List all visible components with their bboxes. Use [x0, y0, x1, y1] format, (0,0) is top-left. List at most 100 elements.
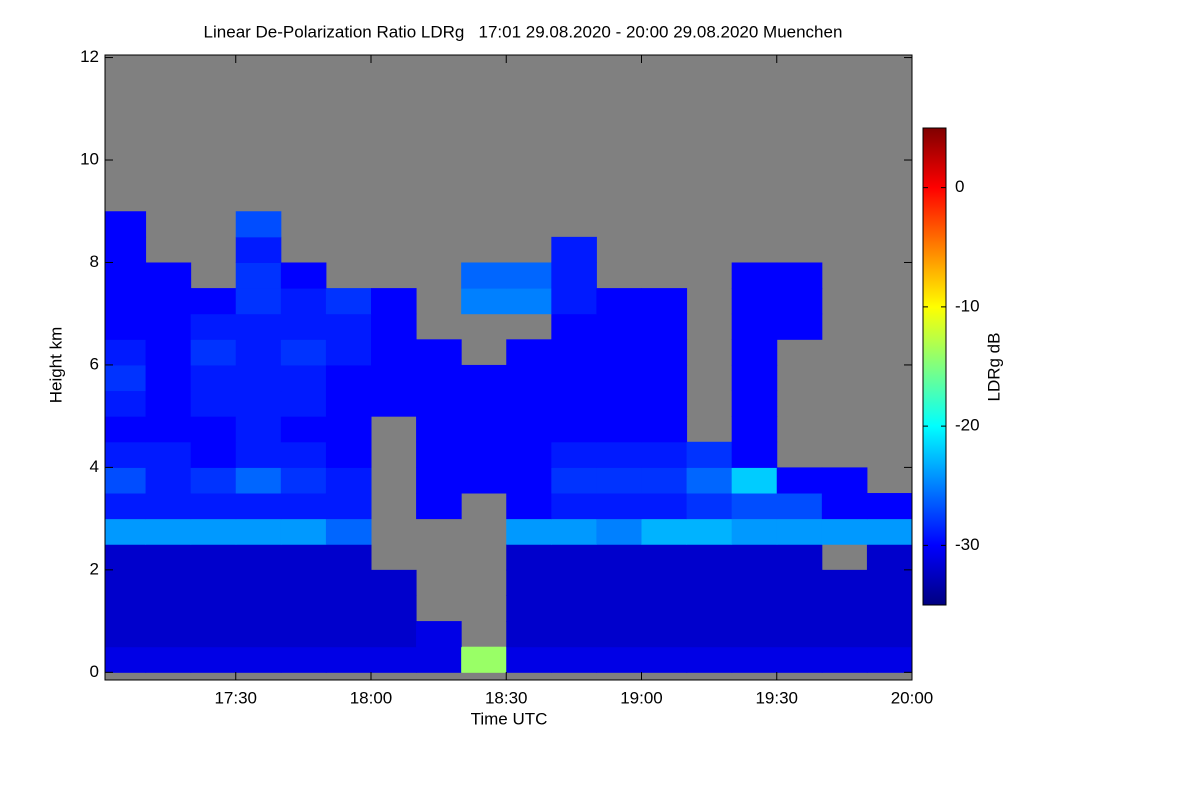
- heatmap-cell: [145, 390, 192, 417]
- heatmap-cell: [105, 288, 147, 315]
- heatmap-cell: [235, 621, 282, 648]
- heatmap-cell: [596, 288, 642, 315]
- heatmap-cell: [506, 364, 552, 392]
- heatmap-cell: [731, 518, 778, 545]
- heatmap-cell: [190, 595, 237, 622]
- heatmap-cell: [866, 544, 912, 571]
- heatmap-cell: [551, 493, 597, 520]
- heatmap-cell: [280, 313, 327, 340]
- heatmap-cell: [551, 262, 597, 289]
- heatmap-cell: [416, 364, 462, 392]
- heatmap-cell: [370, 390, 417, 417]
- heatmap-cell: [641, 416, 688, 443]
- heatmap-cell: [370, 569, 417, 596]
- heatmap-cell: [145, 569, 192, 596]
- heatmap-cell: [325, 364, 372, 392]
- heatmap-cell: [731, 339, 778, 366]
- heatmap-cell: [461, 441, 507, 468]
- heatmap-cell: [596, 544, 642, 571]
- heatmap-cell: [551, 646, 597, 673]
- heatmap-cell: [370, 313, 417, 340]
- heatmap-cell: [551, 288, 597, 315]
- heatmap-cell: [235, 518, 282, 545]
- x-tick-label: 19:00: [620, 688, 663, 707]
- heatmap-cell: [866, 595, 912, 622]
- heatmap-cell: [190, 288, 237, 315]
- heatmap-cell: [416, 390, 462, 417]
- heatmap-cell: [190, 621, 237, 648]
- heatmap-cell: [866, 493, 912, 520]
- heatmap-cell: [280, 364, 327, 392]
- heatmap-cell: [325, 416, 372, 443]
- heatmap-cell: [370, 288, 417, 315]
- heatmap-cell: [596, 467, 642, 494]
- heatmap-cell: [641, 493, 688, 520]
- heatmap-cell: [776, 262, 823, 289]
- heatmap-cell: [776, 544, 823, 571]
- heatmap-cell: [641, 364, 688, 392]
- heatmap-cell: [506, 390, 552, 417]
- heatmap-cell: [145, 339, 192, 366]
- heatmap-cell: [596, 621, 642, 648]
- heatmap-cell: [866, 621, 912, 648]
- heatmap-cell: [105, 621, 147, 648]
- heatmap-cell: [235, 236, 282, 263]
- heatmap-cell: [641, 467, 688, 494]
- heatmap-cell: [235, 646, 282, 673]
- heatmap-cell: [145, 441, 192, 468]
- heatmap-cell: [596, 416, 642, 443]
- heatmap-cell: [105, 390, 147, 417]
- heatmap-cell: [325, 441, 372, 468]
- heatmap-cell: [731, 467, 778, 494]
- heatmap-cell: [280, 416, 327, 443]
- heatmap-cell: [280, 288, 327, 315]
- heatmap-cell: [145, 416, 192, 443]
- heatmap-cell: [641, 288, 688, 315]
- heatmap-cell: [776, 313, 823, 340]
- heatmap-cell: [145, 544, 192, 571]
- heatmap-cell: [776, 518, 823, 545]
- heatmap-cell: [105, 493, 147, 520]
- heatmap-cell: [235, 416, 282, 443]
- heatmap-cell: [731, 544, 778, 571]
- heatmap-cell: [506, 339, 552, 366]
- y-tick-label: 10: [80, 150, 99, 169]
- heatmap-cell: [686, 467, 733, 494]
- heatmap-cell: [190, 493, 237, 520]
- heatmap-cell: [866, 569, 912, 596]
- heatmap-cell: [596, 313, 642, 340]
- heatmap-cell: [145, 621, 192, 648]
- heatmap-cell: [776, 595, 823, 622]
- heatmap-cell: [821, 493, 868, 520]
- heatmap-cell: [190, 313, 237, 340]
- heatmap-cell: [506, 467, 552, 494]
- x-axis-label: Time UTC: [471, 709, 548, 728]
- heatmap-cell: [370, 595, 417, 622]
- heatmap-cell: [551, 595, 597, 622]
- colorbar-tick-label: -30: [955, 535, 980, 554]
- heatmap-cell: [866, 646, 912, 673]
- heatmap-cell: [280, 467, 327, 494]
- heatmap-cell: [686, 544, 733, 571]
- heatmap-cell: [280, 262, 327, 289]
- heatmap-cell: [551, 544, 597, 571]
- heatmap-cell: [461, 467, 507, 494]
- heatmap-cell: [190, 390, 237, 417]
- heatmap-cell: [731, 493, 778, 520]
- heatmap-cell: [190, 416, 237, 443]
- heatmap-cell: [551, 441, 597, 468]
- heatmap-cell: [551, 416, 597, 443]
- heatmap-cell: [105, 595, 147, 622]
- heatmap-cell: [821, 518, 868, 545]
- heatmap-cell: [551, 569, 597, 596]
- heatmap-cell: [325, 493, 372, 520]
- heatmap-cell: [821, 595, 868, 622]
- heatmap-cell: [731, 262, 778, 289]
- heatmap-cell: [551, 390, 597, 417]
- heatmap-cell: [641, 390, 688, 417]
- heatmap-cell: [461, 416, 507, 443]
- heatmap-cell: [731, 313, 778, 340]
- y-tick-label: 4: [90, 457, 99, 476]
- heatmap-cell: [416, 493, 462, 520]
